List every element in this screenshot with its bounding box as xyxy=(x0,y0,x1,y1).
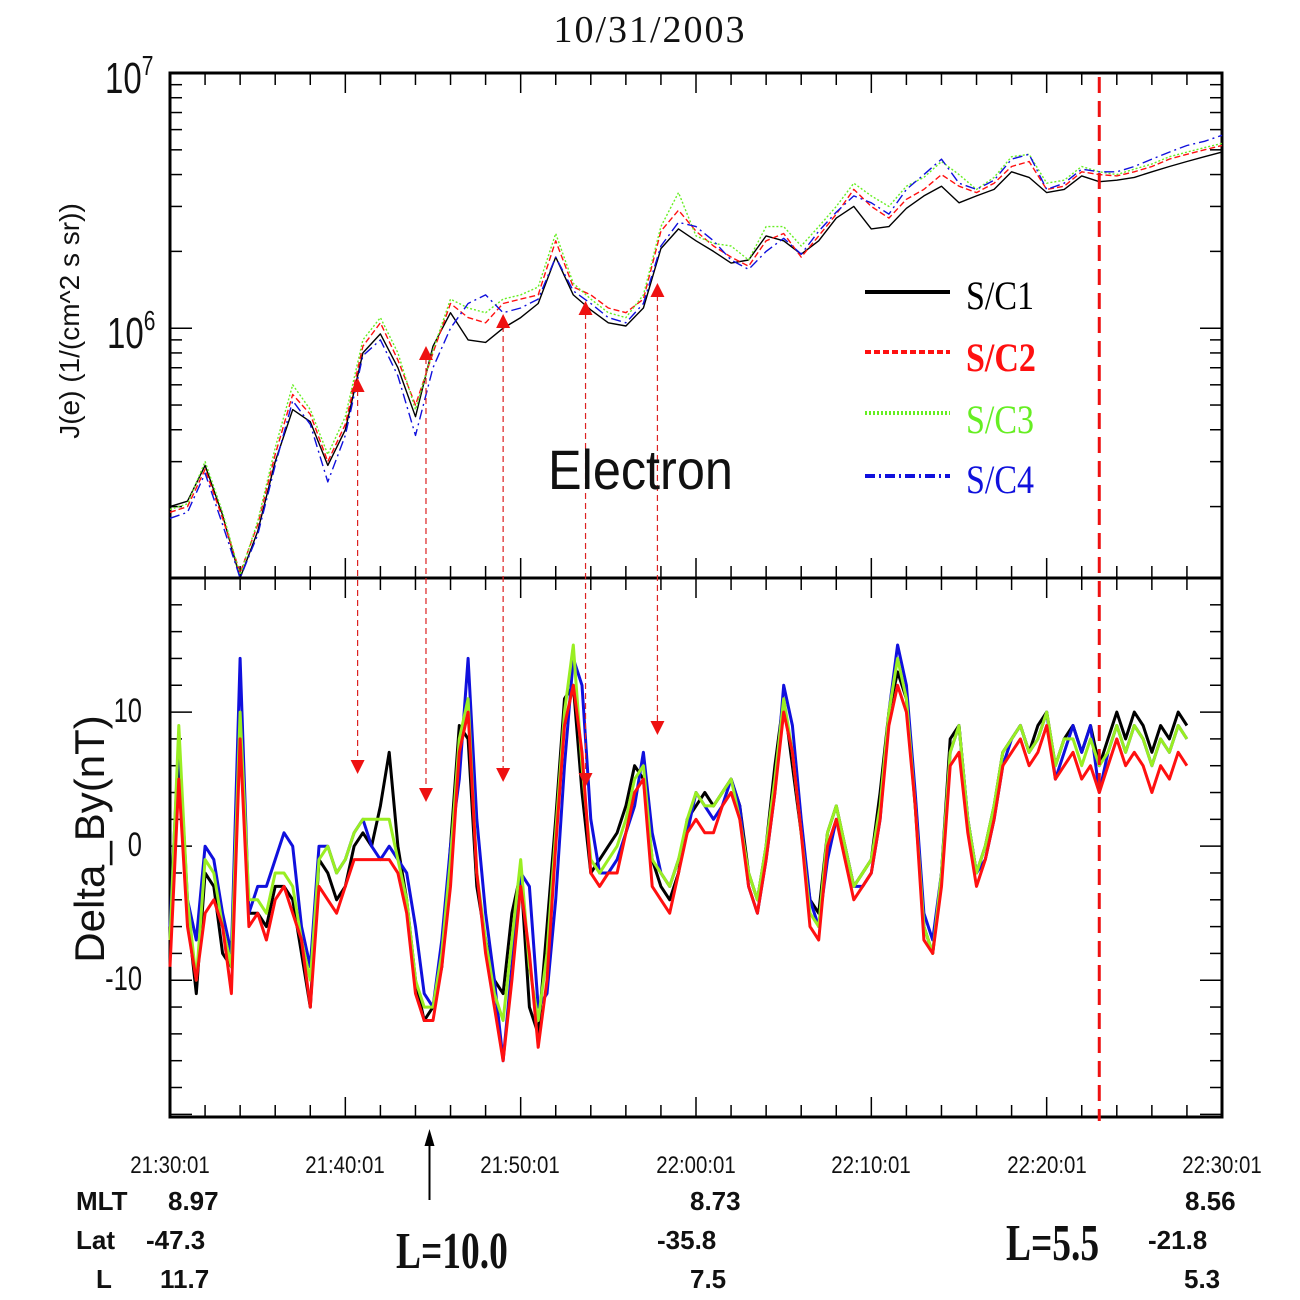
bottom-series-group xyxy=(168,643,1189,1063)
top-y-tick-1e6: 106 xyxy=(107,305,156,358)
eph-label-lat: Lat xyxy=(76,1225,115,1255)
eph-lat-1: -35.8 xyxy=(657,1225,717,1255)
arrow-head-up-icon xyxy=(578,301,593,315)
top-series-sc3 xyxy=(169,142,1223,576)
legend-swatches xyxy=(865,290,950,478)
bottom-series-sc2 xyxy=(168,683,1189,1063)
arrow-head-up-icon xyxy=(418,346,433,360)
top-series-sc2 xyxy=(169,144,1223,574)
top-panel xyxy=(168,71,1224,580)
arrow-head-up-icon xyxy=(350,378,365,392)
bottom-y-tick-minus10: -10 xyxy=(105,960,142,998)
eph-lat-0: -47.3 xyxy=(146,1225,206,1255)
eph-l-0: 11.7 xyxy=(160,1264,210,1294)
bottom-y-tick-0: 0 xyxy=(127,826,142,864)
eph-mlt-2: 8.56 xyxy=(1185,1186,1236,1216)
bottom-y-tick-10: 10 xyxy=(113,692,142,730)
x-tick-label: 22:10:01 xyxy=(831,1152,911,1179)
eph-mlt-1: 8.73 xyxy=(690,1186,741,1216)
bottom-panel xyxy=(168,576,1224,1119)
electron-annotation: Electron xyxy=(548,438,733,501)
arrow-head-down-icon xyxy=(496,768,511,782)
x-tick-label: 22:30:01 xyxy=(1182,1152,1262,1179)
arrow-head-down-icon xyxy=(578,773,593,787)
eph-mlt-0: 8.97 xyxy=(168,1186,219,1216)
x-tick-label: 21:30:01 xyxy=(130,1152,210,1179)
l10-arrow-head-icon xyxy=(424,1129,435,1146)
event-markers xyxy=(424,77,1101,1200)
eph-label-l: L xyxy=(96,1264,112,1294)
eph-lat-2: -21.8 xyxy=(1148,1225,1208,1255)
correlation-arrows xyxy=(350,283,665,802)
arrow-head-up-icon xyxy=(496,314,511,328)
x-tick-label: 22:00:01 xyxy=(656,1152,736,1179)
l-marker-label-5-5: L=5.5 xyxy=(1006,1215,1100,1272)
top-plot-frame xyxy=(168,71,1224,580)
x-tick-label: 22:20:01 xyxy=(1007,1152,1087,1179)
arrow-head-down-icon xyxy=(350,760,365,774)
x-tick-label: 21:50:01 xyxy=(480,1152,560,1179)
top-series-group xyxy=(169,134,1223,579)
legend-label-sc4: S/C4 xyxy=(966,457,1035,502)
legend-label-sc1: S/C1 xyxy=(966,273,1035,318)
l-marker-label-10: L=10.0 xyxy=(396,1223,508,1280)
arrow-head-down-icon xyxy=(650,721,665,735)
arrow-head-up-icon xyxy=(650,283,665,297)
eph-l-1: 7.5 xyxy=(690,1264,727,1294)
x-tick-label: 21:40:01 xyxy=(305,1152,385,1179)
eph-l-2: 5.3 xyxy=(1184,1264,1221,1294)
top-y-tick-1e7: 107 xyxy=(105,50,154,103)
eph-label-mlt: MLT xyxy=(76,1186,128,1216)
legend-label-sc3: S/C3 xyxy=(966,397,1035,442)
legend-label-sc2: S/C2 xyxy=(966,335,1036,380)
bottom-series-sc3 xyxy=(168,643,1189,1022)
top-series-sc4 xyxy=(169,134,1223,579)
top-series-sc1 xyxy=(169,151,1223,579)
top-y-axis-label: J(e) (1/(cm^2 s sr)) xyxy=(54,203,85,439)
arrow-head-down-icon xyxy=(418,788,433,802)
chart-title: 10/31/2003 xyxy=(553,9,747,51)
